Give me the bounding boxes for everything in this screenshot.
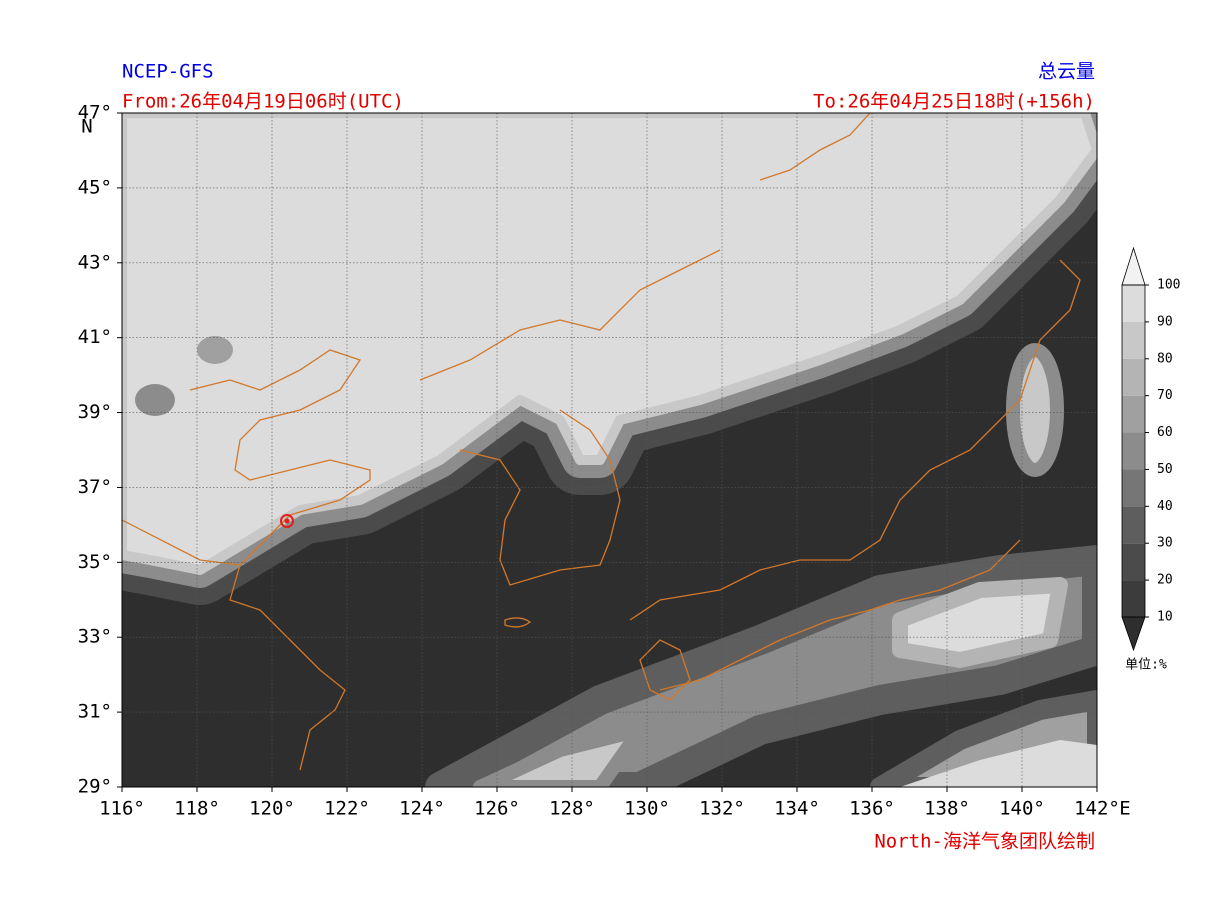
cloud-patch [197, 336, 233, 364]
cloud-core [1006, 343, 1064, 477]
colorbar-tick-label: 50 [1157, 462, 1173, 477]
plot-frame [121, 112, 1098, 788]
x-tick-label: 142° [1074, 798, 1120, 820]
x-tick-label: 122° [324, 798, 370, 820]
y-axis-label: N [81, 116, 92, 138]
colorbar-extend [1121, 616, 1146, 652]
x-tick-label: 140° [999, 798, 1045, 820]
cloud-core [892, 577, 1068, 668]
colorbar-tick-label: 20 [1157, 573, 1173, 588]
colorbar-band [1122, 543, 1145, 581]
coastline [629, 259, 1081, 621]
colorbar-frame [1121, 284, 1146, 618]
x-tick-label: 116° [99, 798, 145, 820]
colorbar-band [1122, 285, 1145, 322]
x-axis-label: E [1119, 798, 1130, 820]
coastline [659, 539, 1021, 691]
colorbar-tick-label: 80 [1157, 351, 1173, 366]
y-tick-label: 47° [78, 102, 112, 124]
y-tick-label: 39° [78, 401, 112, 423]
coastline [459, 409, 621, 586]
colorbar-unit: 单位:% [1125, 658, 1167, 673]
coastline [759, 113, 871, 181]
x-tick-label: 132° [699, 798, 745, 820]
x-tick-label: 120° [249, 798, 295, 820]
colorbar-band [1122, 432, 1145, 470]
x-tick-label: 128° [549, 798, 595, 820]
y-tick-label: 31° [78, 701, 112, 723]
x-tick-label: 136° [849, 798, 895, 820]
colorbar-band [1122, 580, 1145, 617]
x-tick-label: 134° [774, 798, 820, 820]
coastline [419, 249, 721, 381]
cloud-patch [135, 384, 175, 416]
cloud-core [900, 740, 1097, 787]
variable-name: 总云量 [1038, 61, 1095, 83]
credit: North-海洋气象团队绘制 [874, 831, 1095, 853]
y-tick-label: 45° [78, 176, 112, 198]
colorbar-tick-label: 100 [1157, 278, 1180, 293]
x-tick-label: 126° [474, 798, 520, 820]
coastline [639, 639, 691, 701]
colorbar-tick-label: 60 [1157, 425, 1173, 440]
cloud-core [473, 723, 647, 787]
y-tick-label: 29° [78, 776, 112, 798]
colorbar-tick-label: 30 [1157, 536, 1173, 551]
y-tick-label: 37° [78, 476, 112, 498]
colorbar-band [1122, 358, 1145, 396]
city-marker [280, 514, 294, 528]
coastlines [122, 113, 1081, 771]
colorbar-band [1122, 321, 1145, 359]
x-tick-label: 124° [399, 798, 445, 820]
colorbar-tick-label: 10 [1157, 610, 1173, 625]
y-tick-label: 35° [78, 551, 112, 573]
x-tick-label: 118° [174, 798, 220, 820]
colorbar: 10 20 30 40 50 60 70 80 90 100 [1121, 246, 1180, 652]
y-tick-label: 33° [78, 626, 112, 648]
colorbar-band [1122, 506, 1145, 544]
colorbar-band [1122, 395, 1145, 433]
y-tick-label: 43° [78, 251, 112, 273]
cloud-field [122, 113, 1097, 787]
from-time: From:26年04月19日06时(UTC) [122, 91, 404, 113]
city-marker [284, 518, 290, 524]
colorbar-extend [1121, 246, 1146, 286]
colorbar-tick-label: 70 [1157, 388, 1173, 403]
x-tick-label: 138° [924, 798, 970, 820]
colorbar-tick-label: 90 [1157, 314, 1173, 329]
cloud-core [122, 113, 1097, 575]
model-name: NCEP-GFS [122, 61, 214, 83]
x-tick-label: 130° [624, 798, 670, 820]
coastline [122, 349, 371, 566]
colorbar-tick-label: 40 [1157, 499, 1173, 514]
coastline [504, 617, 532, 628]
colorbar-band [1122, 469, 1145, 507]
coastline [229, 564, 346, 771]
to-time: To:26年04月25日18时(+156h) [813, 91, 1095, 113]
y-tick-label: 41° [78, 326, 112, 348]
